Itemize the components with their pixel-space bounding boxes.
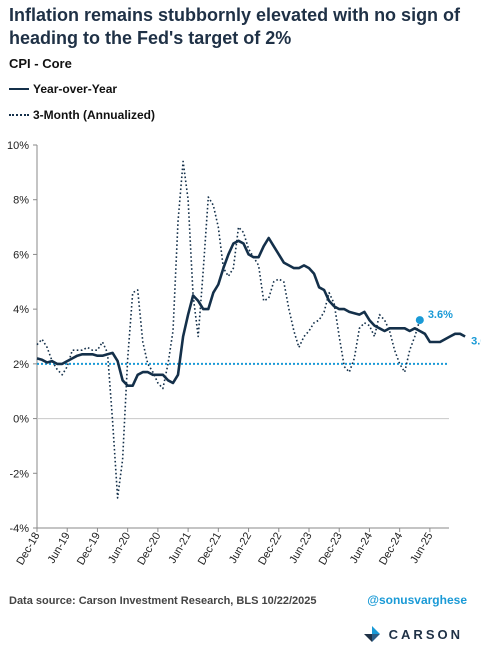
y-tick-label: 6% [13,249,29,261]
carson-logo-text: CARSON [388,626,463,642]
x-tick-label: Dec-23 [317,531,345,568]
y-tick-label: 2% [13,359,29,371]
data-source-note: Data source: Carson Investment Research,… [9,595,317,607]
legend-label-yoy: Year-over-Year [33,82,118,96]
x-tick-label: Dec-21 [196,531,224,568]
end-label-three-month: 3.6% [428,309,453,321]
line-chart: -4%-2%0%2%4%6%8%10%Dec-18 Jun-19 Dec-19 Jun… [7,140,481,567]
x-tick-label: Jun-21 [166,531,193,566]
y-tick-label: -2% [9,468,29,480]
x-tick-label: Dec-19 [75,531,103,568]
series-layer [36,160,466,499]
y-tick-label: 0% [13,414,29,426]
axis-layer: -4%-2%0%2%4%6%8%10%Dec-18 Jun-19 Dec-19 Jun… [7,140,449,567]
x-tick-label: Dec-22 [256,531,284,568]
carson-logo-icon [363,626,380,642]
x-tick-label: Jun-23 [287,531,314,566]
legend-item-3m: 3-Month (Annualized) [9,108,155,122]
x-tick-label: Jun-20 [106,531,133,566]
legend-label-3m: 3-Month (Annualized) [33,108,155,122]
series-line-three-month [36,160,421,499]
chart-subtitle: CPI - Core [9,56,72,71]
carson-logo: CARSON [363,625,463,643]
x-tick-label: Jun-24 [348,531,375,566]
author-handle[interactable]: @sonusvarghese [367,593,467,607]
x-tick-label: Jun-22 [227,531,254,566]
x-tick-label: Dec-24 [377,531,405,568]
y-tick-label: 10% [7,140,29,152]
x-tick-label: Dec-18 [14,531,42,568]
end-label-yoy: 3.0% [471,336,481,348]
x-tick-label: Jun-19 [46,531,73,566]
x-tick-label: Jun-25 [408,531,435,566]
latest-point-marker [415,316,424,325]
y-tick-label: 4% [13,304,29,316]
legend-swatch-dotted [9,114,29,116]
legend-swatch-solid [9,88,29,90]
label-layer: 3.6% 3.0% [415,309,481,348]
x-tick-label: Dec-20 [135,531,163,568]
legend-item-yoy: Year-over-Year [9,82,117,96]
y-tick-label: 8% [13,195,29,207]
y-tick-label: -4% [9,523,29,535]
chart-title: Inflation remains stubbornly elevated wi… [9,5,461,48]
